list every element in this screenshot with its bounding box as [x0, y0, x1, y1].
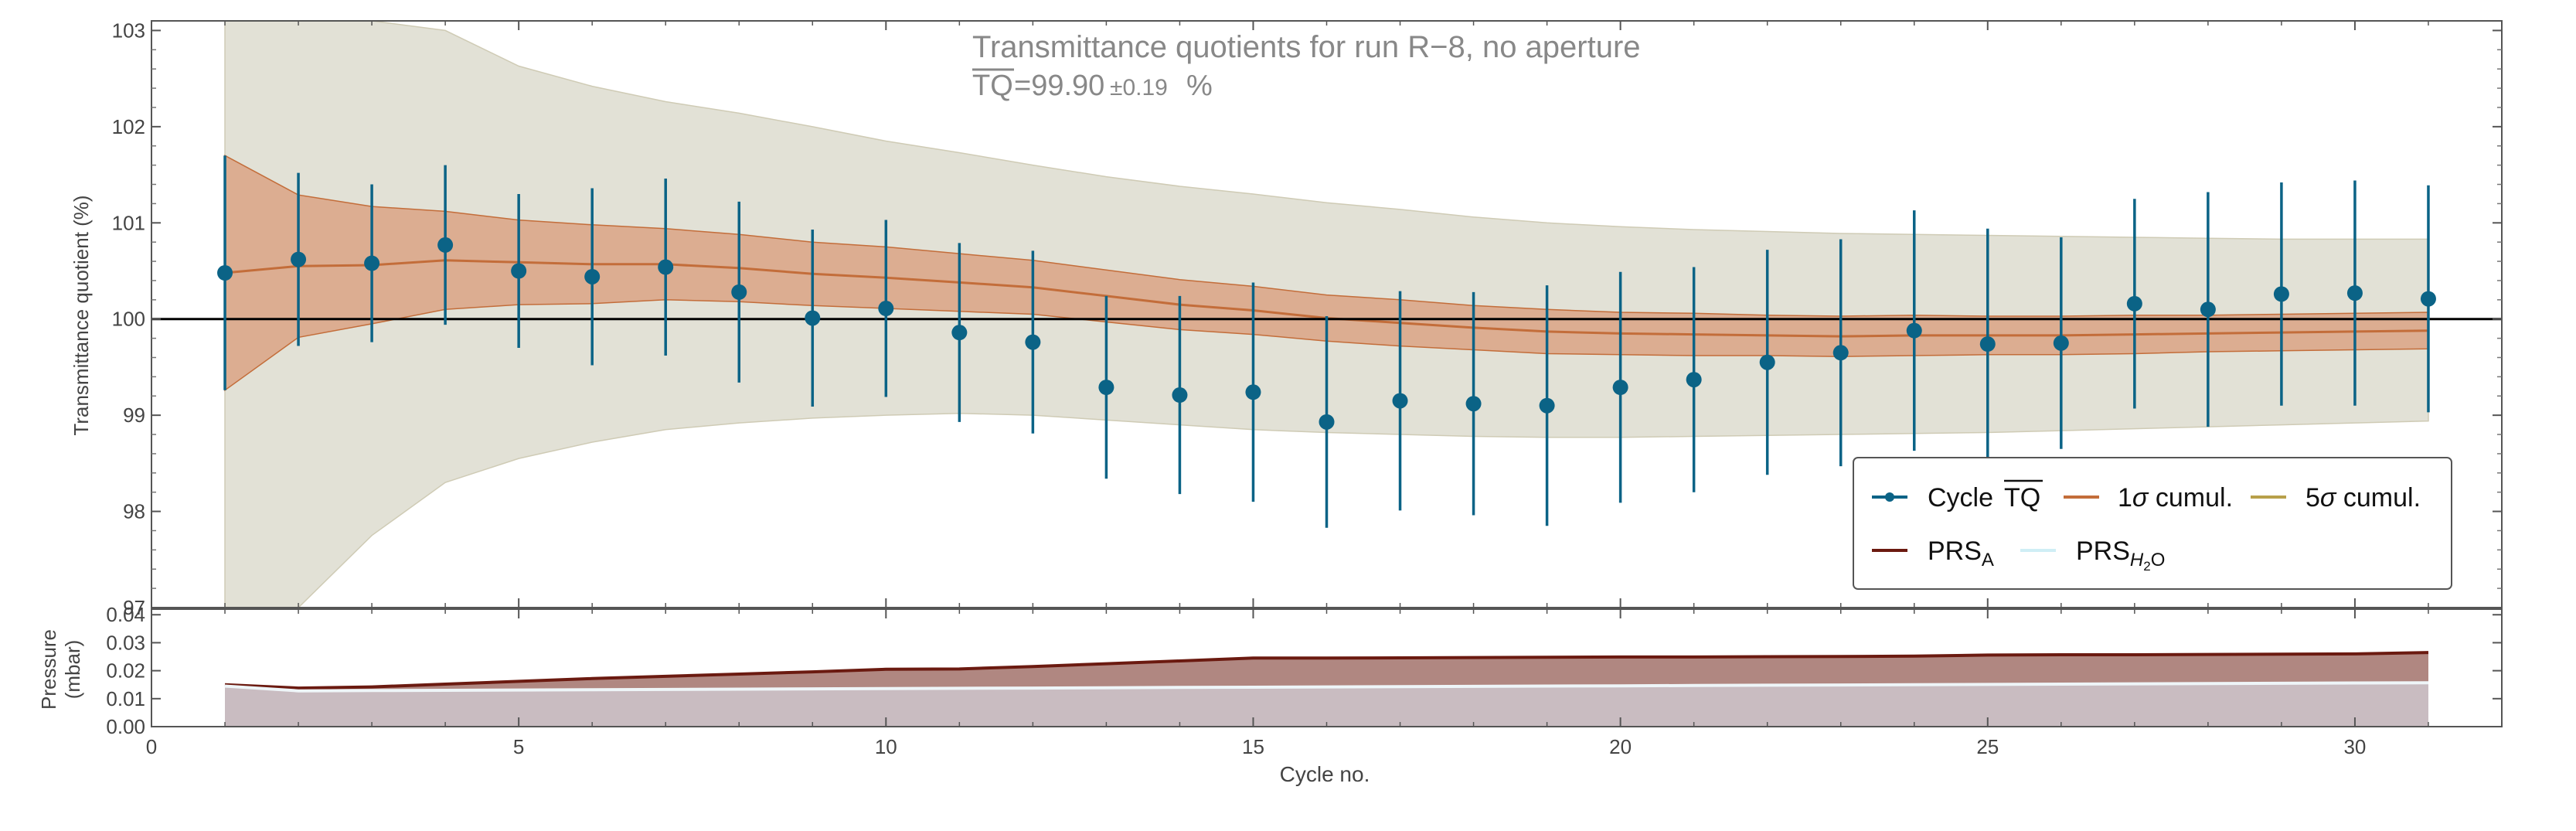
subtitle-tq-symbol: TQ: [972, 70, 1013, 102]
y-tick-label: 0.00: [106, 715, 145, 738]
y-tick-label: 0.01: [106, 687, 145, 710]
x-tick-label: 30: [2343, 735, 2366, 758]
data-point: [878, 301, 894, 317]
legend-1sigma-symbol: σ: [2132, 483, 2149, 513]
data-point: [951, 325, 968, 341]
data-point: [364, 255, 380, 271]
pressure-area-layer: [224, 651, 2429, 727]
x-axis-label: Cycle no.: [1280, 762, 1370, 786]
data-point: [1906, 322, 1922, 339]
data-point: [805, 310, 821, 326]
subtitle-error: ±0.19: [1110, 75, 1168, 100]
legend-1sigma-suffix: cumul.: [2148, 483, 2233, 513]
data-point: [2420, 291, 2436, 307]
data-point: [1319, 414, 1335, 430]
bottom-y-axis-label-line1: Pressure: [37, 629, 60, 710]
subtitle-value: =99.90: [1014, 70, 1104, 102]
data-point: [584, 268, 601, 284]
subtitle-unit: %: [1186, 70, 1213, 102]
legend-prs-h2o-sub-h: H: [2130, 550, 2144, 570]
data-point: [1612, 380, 1628, 396]
y-tick-label: 100: [112, 308, 145, 331]
legend-prs-a-sub: A: [1982, 550, 1994, 570]
legend-5sigma-symbol: σ: [2320, 483, 2337, 513]
top-x-ticks: [151, 21, 2503, 608]
legend-label-prs-a: PRSA: [1928, 536, 1994, 570]
legend-label-5sigma: 5σ cumul.: [2305, 483, 2421, 513]
legend-5sigma-suffix: cumul.: [2336, 483, 2421, 513]
legend-label-prs-h2o: PRSH2O: [2076, 536, 2165, 574]
legend: Cycle TQ 1σ cumul. 5σ cumul. PRSA PRSH2O: [1853, 457, 2452, 590]
y-tick-label: 99: [123, 404, 145, 427]
data-point: [1245, 384, 1261, 400]
data-point: [1465, 396, 1482, 412]
legend-prs-a-base: PRS: [1928, 536, 1982, 566]
y-tick-label: 0.04: [106, 603, 145, 626]
prs-h2o-area: [225, 683, 2428, 727]
data-point: [1759, 354, 1775, 370]
x-tick-label: 25: [1976, 735, 1999, 758]
prs-h2o-line: [224, 681, 2429, 693]
y-tick-label: 101: [112, 211, 145, 234]
data-point: [511, 263, 527, 279]
legend-entry-5sigma: 5σ cumul.: [2251, 483, 2421, 513]
x-tick-label: 10: [875, 735, 897, 758]
legend-prs-h2o-base: PRS: [2076, 536, 2130, 566]
data-point: [731, 284, 747, 300]
x-tick-label: 20: [1609, 735, 1632, 758]
data-point: [437, 237, 454, 253]
y-tick-label: 102: [112, 115, 145, 138]
data-point: [1539, 397, 1555, 414]
data-point: [1392, 393, 1408, 409]
data-point: [2273, 286, 2289, 302]
data-point: [1098, 380, 1114, 396]
legend-label-tq: TQ: [2004, 483, 2040, 513]
legend-entry-1sigma: 1σ cumul.: [2064, 483, 2233, 513]
x-tick-label: 0: [146, 735, 157, 758]
data-point: [1025, 334, 1041, 350]
legend-label-cycle: Cycle: [1928, 483, 1993, 513]
data-point: [2053, 335, 2069, 351]
legend-1sigma-num: 1: [2118, 483, 2132, 513]
legend-5sigma-num: 5: [2305, 483, 2320, 513]
y-tick-label: 98: [123, 500, 145, 523]
y-tick-label: 97: [123, 596, 145, 619]
data-point: [2346, 285, 2363, 301]
data-point: [2200, 301, 2216, 318]
x-tick-label: 5: [513, 735, 524, 758]
top-y-axis-label: Transmittance quotient (%): [70, 195, 93, 435]
prs-a-line: [224, 651, 2429, 690]
chart-title: Transmittance quotients for run R−8, no …: [972, 30, 1641, 64]
top-y-ticks: 97 98 99 100 101 102 103: [112, 19, 2502, 619]
legend-label-1sigma: 1σ cumul.: [2118, 483, 2233, 513]
data-point: [1686, 372, 1702, 388]
legend-box: [1853, 457, 2452, 590]
legend-prs-h2o-sub-o: O: [2151, 550, 2166, 570]
data-point: [1172, 387, 1188, 404]
data-point: [658, 259, 674, 275]
legend-prs-h2o-sub-2: 2: [2143, 559, 2150, 574]
data-point: [1832, 345, 1849, 361]
data-point: [291, 251, 307, 267]
y-tick-label: 103: [112, 19, 145, 42]
data-point: [1979, 336, 1996, 352]
data-point-layer: [217, 237, 2436, 430]
data-point: [2126, 295, 2142, 312]
bottom-x-ticks: 0 5 10 15 20 25 30: [146, 609, 2503, 758]
data-point: [217, 264, 233, 281]
y-tick-label: 0.02: [106, 659, 145, 683]
legend-marker-cycle-tq: [1885, 492, 1894, 502]
chart-subtitle: TQ =99.90 ±0.19 %: [972, 68, 1213, 102]
legend-entry-cycle-tq: Cycle TQ: [1872, 479, 2043, 513]
x-tick-label: 15: [1242, 735, 1264, 758]
legend-entry-prs-a: PRSA: [1872, 536, 1994, 570]
legend-entry-prs-h2o: PRSH2O: [2020, 536, 2165, 574]
bottom-y-axis-label-line2: (mbar): [61, 640, 84, 700]
bottom-y-ticks: 0.00 0.01 0.02 0.03 0.04: [106, 603, 2502, 738]
y-tick-label: 0.03: [106, 631, 145, 654]
